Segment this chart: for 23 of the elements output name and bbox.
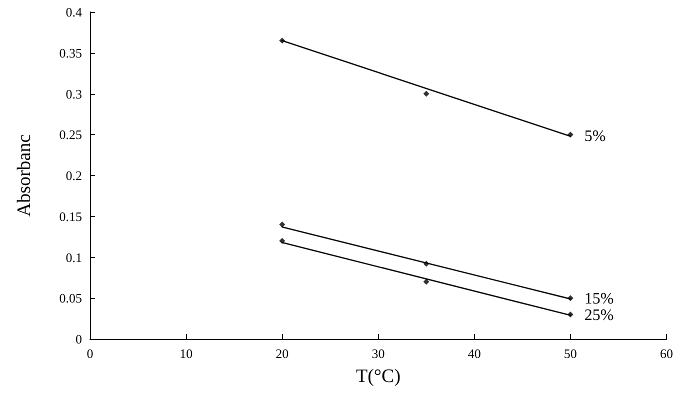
point	[423, 278, 430, 285]
y-tick-label: 0.25	[59, 127, 82, 142]
x-tick-label: 0	[86, 346, 94, 361]
y-tick-label: 0.35	[59, 45, 82, 60]
y-tick-label: 0	[76, 332, 82, 346]
x-tick-label: 40	[468, 346, 481, 361]
series-label: 15%	[584, 290, 614, 308]
x-tick-label: 20	[276, 346, 289, 361]
x-axis-title: T(°C)	[356, 366, 401, 387]
series-label: 25%	[584, 306, 614, 324]
y-tick-label: 0.4	[66, 4, 82, 20]
y-tick-label: 0.2	[66, 168, 82, 183]
x-tick-label: 30	[372, 346, 385, 361]
y-tick-label: 0.1	[66, 250, 82, 265]
x-tick-label: 60	[660, 346, 673, 361]
y-tick-label: 0.15	[59, 208, 82, 224]
x-tick-label: 50	[564, 346, 577, 361]
series-label: 5%	[584, 128, 606, 145]
y-tick-label: 0.3	[66, 86, 82, 102]
y-tick-label: 0.05	[59, 290, 82, 306]
x-tick-label: 10	[180, 346, 193, 361]
y-axis-title: Absorbanc	[14, 134, 35, 217]
point	[423, 90, 430, 97]
